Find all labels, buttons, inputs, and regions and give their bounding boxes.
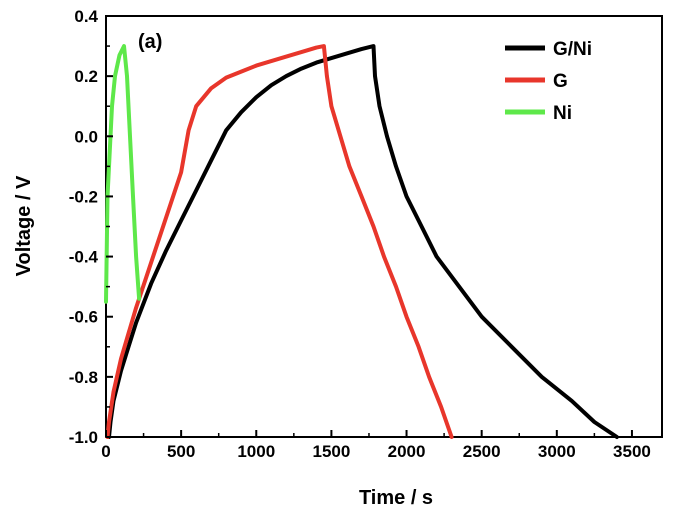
legend-label-g: G xyxy=(553,71,568,92)
series-line-g-ni xyxy=(107,44,619,439)
x-tick-label: 3000 xyxy=(538,442,576,461)
y-tick-label: -1.0 xyxy=(69,428,98,447)
y-tick-label: -0.8 xyxy=(69,368,98,387)
legend-label-ni: Ni xyxy=(553,103,572,124)
x-tick-label: 2500 xyxy=(463,442,501,461)
y-axis: -1.0 -0.8 -0.6 -0.4 -0.2 0.0 0.2 0.4 xyxy=(69,7,113,447)
y-tick-label: 0.4 xyxy=(74,7,98,26)
x-tick-label: 2000 xyxy=(388,442,426,461)
x-axis: 0 500 1000 1500 2000 2500 3000 3500 xyxy=(101,430,651,461)
y-tick-label: 0.0 xyxy=(74,127,98,146)
x-axis-title: Time / s xyxy=(359,487,433,509)
y-tick-label: 0.2 xyxy=(74,67,98,86)
y-tick-label: -0.2 xyxy=(69,187,98,206)
x-tick-label: 3500 xyxy=(613,442,651,461)
series-line-ni xyxy=(104,44,142,304)
y-axis-title: Voltage / V xyxy=(13,175,35,276)
plot-frame xyxy=(105,15,663,438)
series-line-g xyxy=(105,44,454,439)
legend-label-g-ni: G/Ni xyxy=(553,39,592,60)
panel-label: (a) xyxy=(138,31,162,53)
y-tick-label: -0.6 xyxy=(69,308,98,327)
plot-area xyxy=(105,15,663,438)
y-tick-label: -0.4 xyxy=(69,248,99,267)
x-tick-label: 1500 xyxy=(312,442,350,461)
x-tick-label: 1000 xyxy=(237,442,275,461)
x-tick-label: 500 xyxy=(167,442,195,461)
series-layer xyxy=(104,44,619,439)
legend: G/Ni G Ni xyxy=(505,39,592,124)
x-tick-label: 0 xyxy=(101,442,110,461)
